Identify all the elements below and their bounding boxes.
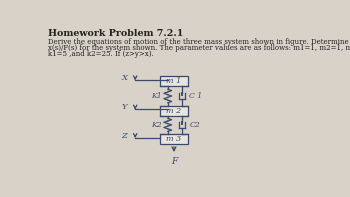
Text: x(s)/F(s) for the system shown. The parameter values are as follows: m1=1, m2=1,: x(s)/F(s) for the system shown. The para… [48,44,350,52]
Text: F: F [171,157,177,166]
Text: X: X [121,74,127,82]
Text: Z: Z [121,132,127,140]
Text: Y: Y [121,103,127,111]
Bar [160,76,188,86]
Text: Homework Problem 7.2.1: Homework Problem 7.2.1 [48,29,183,38]
Bar [160,106,188,116]
Text: m 3: m 3 [166,135,182,143]
Text: K1: K1 [152,92,162,100]
Text: m 2: m 2 [166,107,182,115]
Text: C2: C2 [189,121,200,129]
Text: C 1: C 1 [189,92,203,100]
Text: k1=5 ,and k2=25. If (z>y>x).: k1=5 ,and k2=25. If (z>y>x). [48,50,153,58]
Text: K2: K2 [152,121,162,129]
Text: m 1: m 1 [166,77,182,85]
Text: Derive the equations of motion of the three mass system shown in figure. Determi: Derive the equations of motion of the th… [48,37,350,46]
Bar [160,134,188,144]
